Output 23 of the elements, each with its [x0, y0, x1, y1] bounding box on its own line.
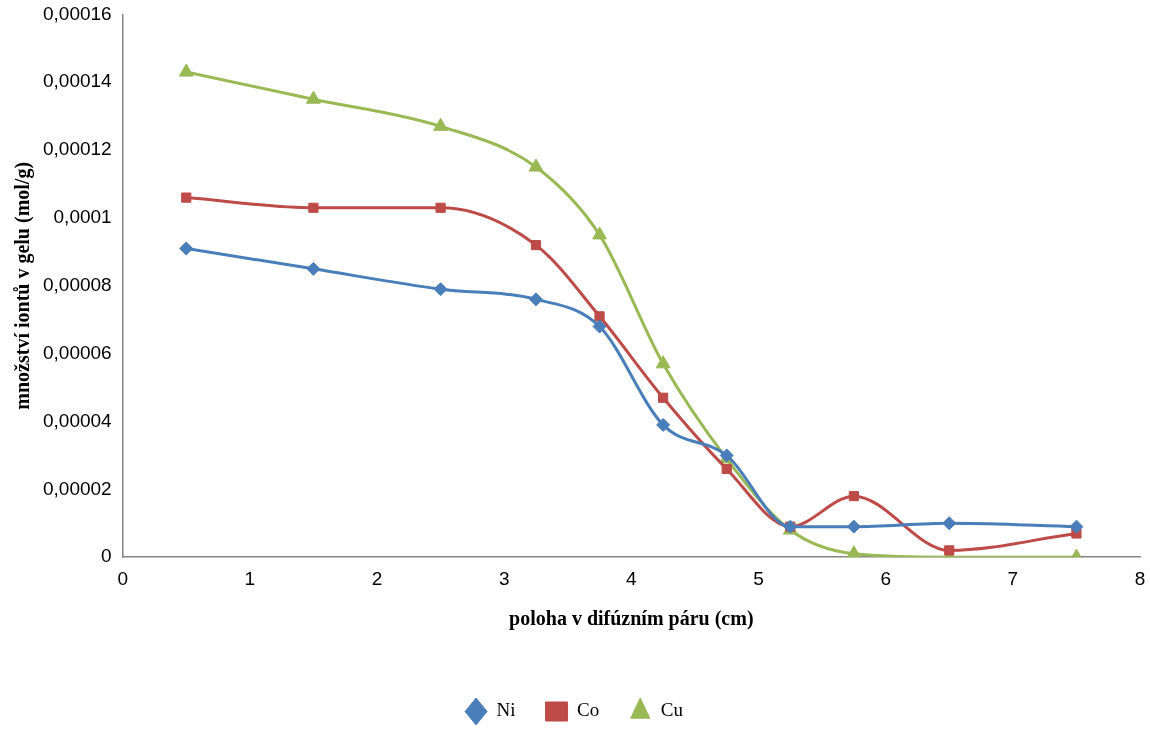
y-axis-title: množství iontů v gelu (mol/g): [11, 161, 35, 410]
y-tick-label: 0,0001: [53, 206, 112, 228]
x-tick-label: 7: [1007, 567, 1019, 589]
legend-label: Cu: [660, 699, 684, 721]
y-tick-label: 0,00008: [42, 274, 112, 296]
x-tick-label: 1: [244, 567, 256, 589]
legend-label: Ni: [496, 699, 516, 721]
x-tick-label: 0: [117, 567, 128, 589]
y-tick-label: 0,00006: [42, 341, 112, 363]
y-tick-label: 0,00002: [42, 477, 112, 499]
y-tick-label: 0: [101, 545, 112, 567]
x-tick-label: 3: [498, 567, 510, 589]
y-tick-label: 0,00012: [42, 138, 112, 160]
y-tick-label: 0,00004: [42, 409, 113, 431]
y-tick-label: 0,00016: [42, 2, 112, 24]
x-tick-label: 5: [753, 567, 764, 589]
x-tick-label: 4: [626, 567, 638, 589]
x-axis-title: poloha v difúzním páru (cm): [509, 607, 754, 631]
x-tick-label: 6: [880, 567, 891, 589]
y-tick-label: 0,00014: [42, 70, 113, 92]
x-tick-label: 8: [1134, 567, 1146, 589]
legend-label: Co: [577, 699, 600, 721]
x-tick-label: 2: [371, 567, 383, 589]
